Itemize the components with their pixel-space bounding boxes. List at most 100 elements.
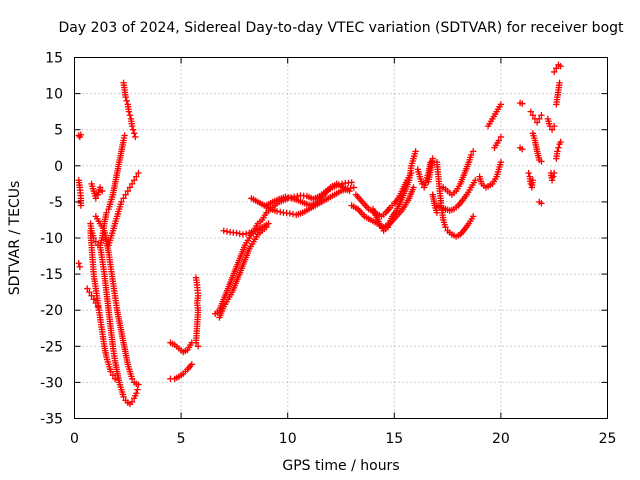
data-point — [128, 122, 136, 130]
data-point — [472, 177, 479, 184]
data-point — [92, 238, 100, 245]
data-point — [538, 112, 545, 119]
data-point — [133, 173, 140, 180]
data-point — [92, 299, 100, 307]
data-point — [433, 209, 441, 216]
series-arc-ae — [527, 108, 545, 126]
data-point — [77, 131, 85, 138]
data-point — [497, 101, 505, 108]
series-arc-ab — [484, 101, 505, 151]
data-point — [135, 169, 142, 177]
data-point — [557, 62, 564, 70]
y-tick-label: -25 — [40, 339, 63, 355]
x-tick-labels: 0 5 10 15 20 25 — [70, 431, 616, 447]
data-point — [130, 177, 138, 184]
data-point — [350, 184, 357, 191]
data-point — [233, 229, 240, 237]
series-arc-g — [88, 180, 106, 202]
y-tick-label: 0 — [54, 159, 63, 175]
data-point — [338, 180, 346, 188]
data-point — [242, 230, 250, 237]
series-arc-x — [433, 177, 479, 214]
chart-title: Day 203 of 2024, Sidereal Day-to-day VTE… — [58, 20, 624, 36]
data-point — [519, 100, 526, 107]
data-point — [192, 339, 200, 346]
series-arc-z — [429, 191, 441, 216]
data-point — [469, 213, 477, 220]
data-point — [90, 296, 97, 303]
data-point — [239, 231, 247, 238]
data-point — [519, 145, 526, 153]
series-arc-ag — [536, 198, 545, 207]
x-tick-label: 15 — [385, 431, 403, 447]
data-point — [103, 209, 110, 216]
data-point — [277, 208, 284, 216]
y-tick-label: 15 — [45, 51, 63, 67]
y-tick-label: 10 — [45, 87, 63, 103]
data-points — [75, 61, 564, 408]
series-arc-j — [167, 339, 195, 356]
data-point — [107, 368, 114, 375]
series-arc-w — [433, 158, 477, 240]
data-point — [287, 194, 295, 201]
series-arc-m — [212, 195, 291, 318]
x-tick-label: 0 — [70, 431, 79, 447]
data-point — [99, 187, 106, 195]
data-point — [194, 343, 202, 350]
data-point — [135, 381, 142, 388]
data-point — [551, 122, 558, 130]
data-point — [284, 195, 291, 202]
data-point — [92, 195, 100, 202]
data-point — [286, 210, 294, 217]
data-point — [538, 158, 545, 165]
data-point — [265, 220, 272, 227]
data-point — [132, 133, 139, 141]
data-point — [134, 386, 141, 393]
data-point — [96, 184, 104, 191]
data-point — [77, 202, 85, 209]
data-point — [410, 184, 417, 191]
data-point — [236, 230, 243, 237]
data-point — [442, 223, 449, 231]
data-point — [223, 228, 231, 235]
data-point — [551, 68, 558, 76]
series-arc-a3 — [75, 260, 84, 271]
data-point — [126, 112, 134, 119]
data-point — [122, 94, 129, 101]
y-tick-label: -5 — [49, 195, 63, 211]
data-point — [294, 192, 301, 200]
series-arc-l — [192, 274, 202, 350]
series-arc-ac — [516, 99, 526, 153]
data-point — [109, 371, 117, 379]
data-point — [533, 119, 541, 126]
series-arc-v — [414, 155, 436, 191]
data-point — [220, 227, 227, 234]
data-point — [469, 148, 477, 155]
data-point — [75, 260, 82, 267]
series-arc-a1 — [75, 131, 85, 141]
data-point — [425, 178, 432, 185]
series-arc-a2 — [75, 177, 85, 209]
series-arc-ai — [547, 169, 558, 184]
y-tick-labels: -35 -30 -25 -20 -15 -10 -5 0 5 10 15 — [40, 51, 63, 428]
data-point — [348, 179, 355, 186]
data-point — [555, 144, 562, 151]
data-point — [128, 398, 136, 406]
data-point — [335, 181, 343, 188]
data-point — [130, 130, 138, 137]
data-point — [549, 173, 557, 180]
data-point — [495, 137, 502, 144]
data-point — [273, 208, 281, 215]
data-point — [554, 148, 561, 155]
data-point — [467, 151, 475, 159]
x-tick-label: 25 — [599, 431, 617, 447]
data-point — [125, 108, 133, 115]
data-point — [128, 180, 136, 188]
data-point — [188, 361, 195, 368]
x-axis-label: GPS time / hours — [282, 458, 399, 474]
series-arc-aa — [476, 158, 505, 191]
data-point — [129, 126, 137, 133]
series-arc-r — [284, 179, 355, 203]
x-tick-label: 10 — [279, 431, 297, 447]
y-axis-label: SDTVAR / TECUs — [7, 181, 23, 296]
